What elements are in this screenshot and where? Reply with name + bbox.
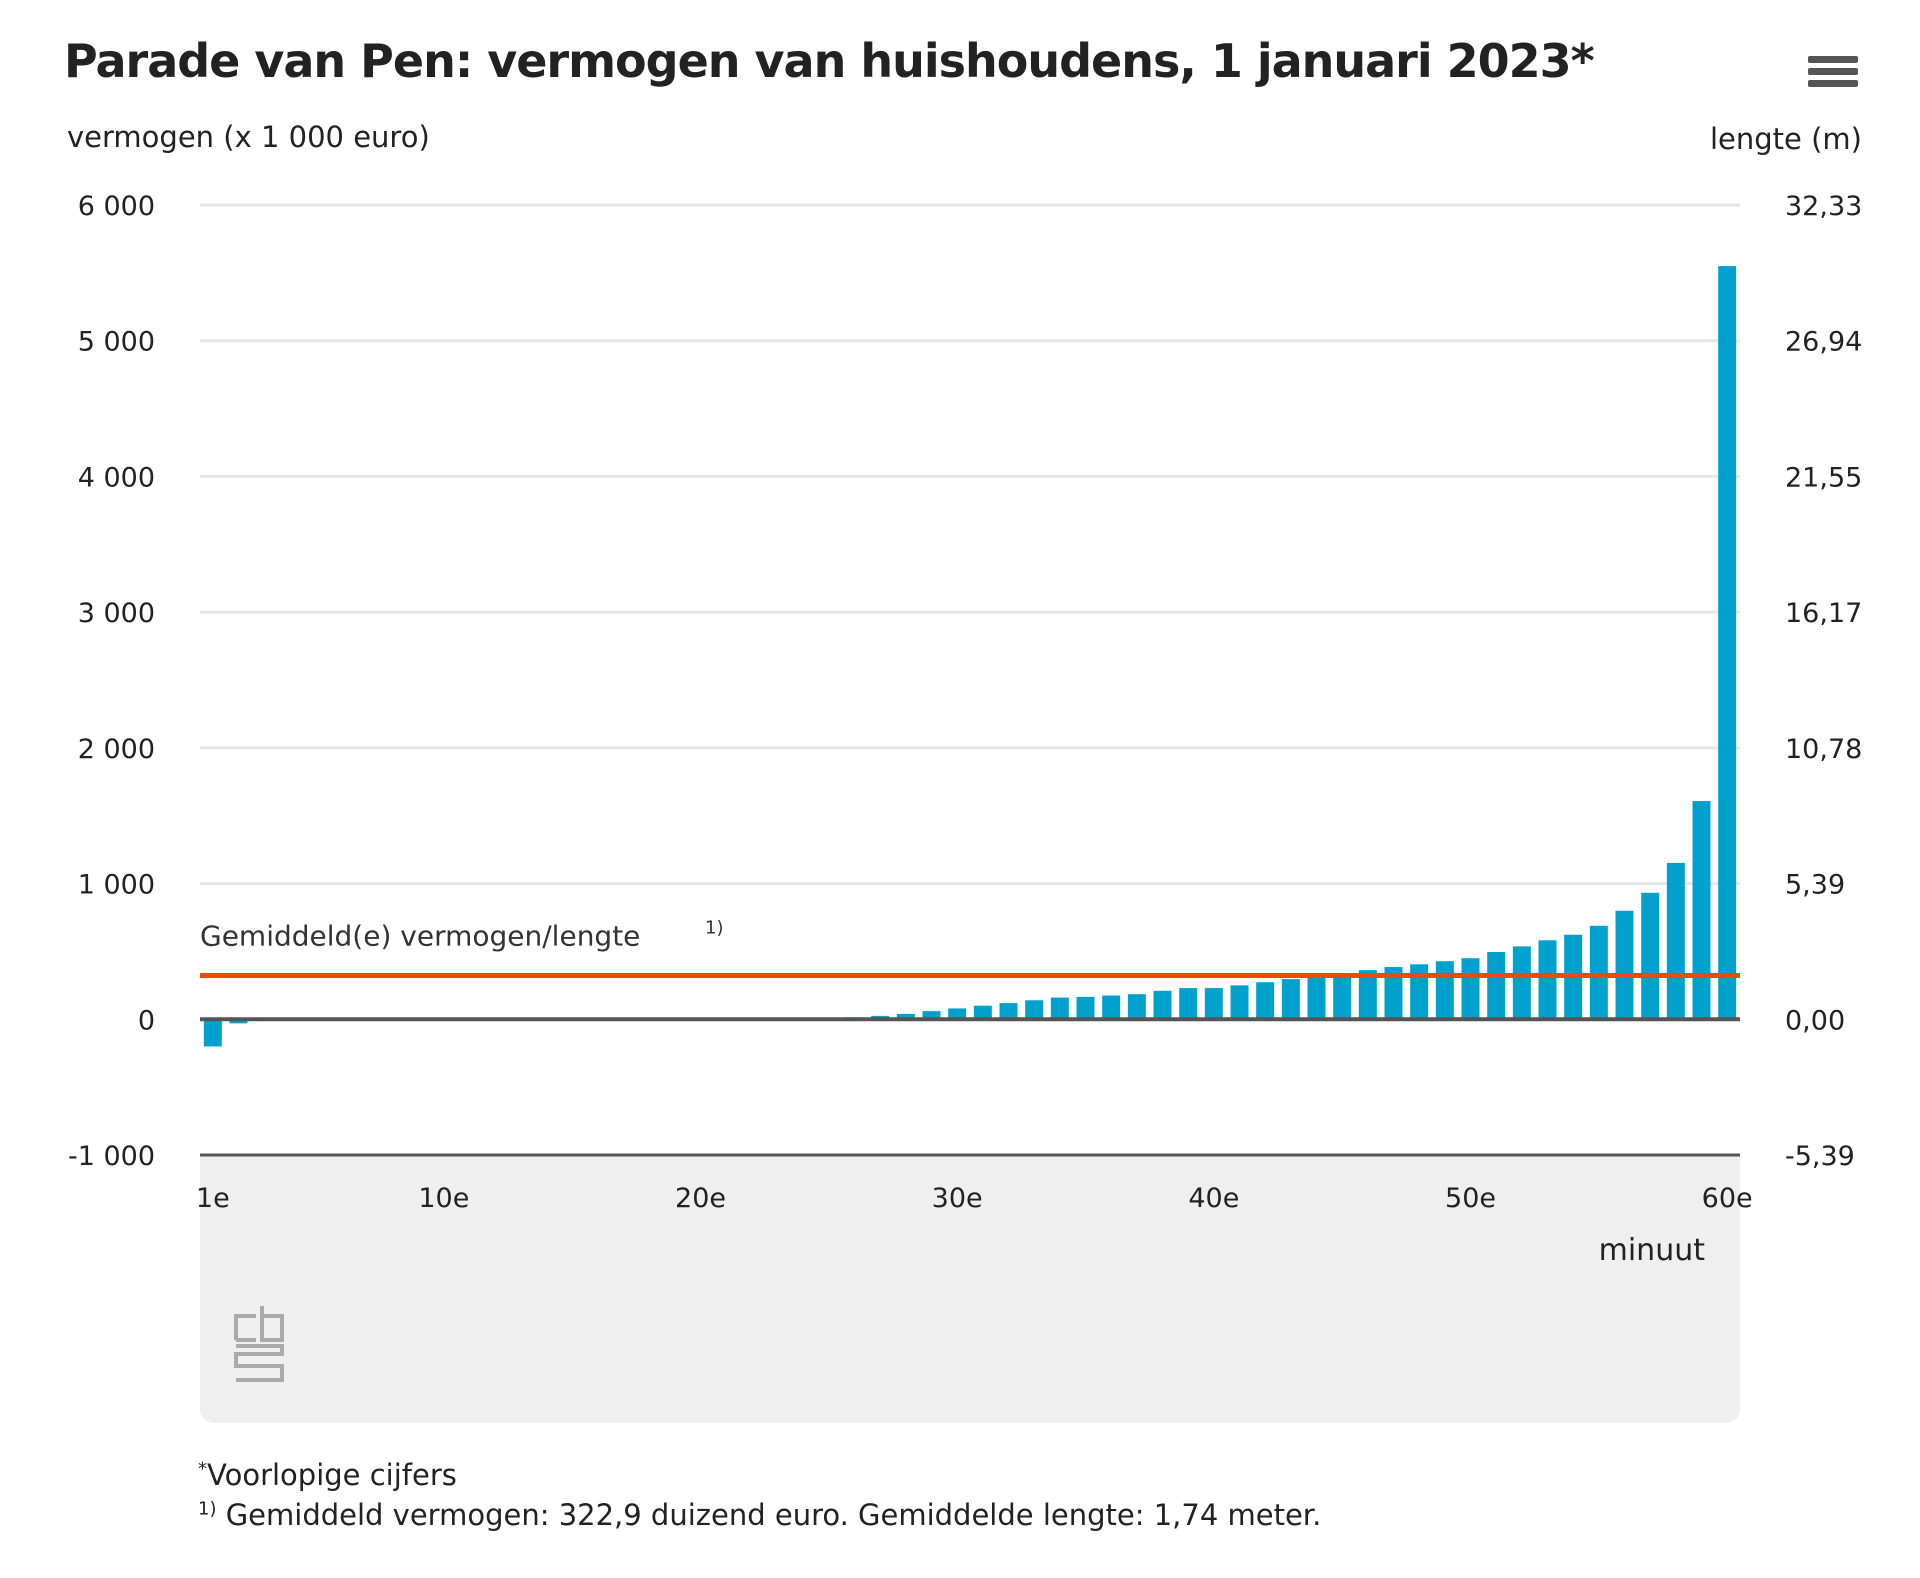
bar <box>1615 910 1634 1020</box>
average-line-footnote-marker: 1) <box>705 917 723 938</box>
x-axis-panel-top <box>200 1155 1740 1175</box>
bar <box>1358 970 1377 1020</box>
bar <box>1127 994 1146 1020</box>
bar <box>1281 979 1300 1020</box>
bar <box>1384 967 1403 1020</box>
y-tick-label: -1 000 <box>68 1141 155 1172</box>
cbs-logo-stroke <box>260 1306 284 1342</box>
bar <box>922 1011 941 1020</box>
bar <box>1512 946 1531 1020</box>
bar <box>1076 996 1095 1020</box>
y-tick-label-right: -5,39 <box>1785 1141 1855 1172</box>
x-tick-label: 10e <box>418 1183 469 1214</box>
x-tick-label: 60e <box>1702 1183 1753 1214</box>
x-tick-label: 50e <box>1445 1183 1496 1214</box>
y-tick-label: 5 000 <box>78 327 155 358</box>
bar <box>1718 266 1737 1020</box>
bar <box>203 1019 222 1047</box>
y-tick-label: 2 000 <box>78 734 155 765</box>
bar <box>1153 990 1172 1020</box>
bar <box>1307 975 1326 1020</box>
bar <box>948 1008 967 1020</box>
bar <box>1461 958 1480 1020</box>
x-tick-label: 20e <box>675 1183 726 1214</box>
y-tick-label-right: 0,00 <box>1785 1005 1845 1036</box>
footnote-marker: * <box>198 1458 207 1480</box>
cbs-logo-stroke <box>234 1314 256 1340</box>
bar <box>1435 961 1454 1020</box>
x-tick-label: 1e <box>196 1183 230 1214</box>
x-axis-label: minuut <box>1599 1233 1706 1268</box>
y-axis-label-left: vermogen (x 1 000 euro) <box>67 120 430 154</box>
footnote-text: Voorlopige cijfers <box>207 1458 457 1492</box>
bar <box>1692 801 1711 1020</box>
footnote-average: 1) Gemiddeld vermogen: 322,9 duizend eur… <box>198 1498 1321 1532</box>
bar <box>1204 988 1223 1020</box>
bar <box>973 1005 992 1020</box>
y-tick-label: 6 000 <box>78 191 155 222</box>
y-tick-label: 1 000 <box>78 870 155 901</box>
bar <box>229 1019 248 1024</box>
footnote-provisional: *Voorlopige cijfers <box>198 1458 457 1492</box>
cbs-logo-stroke <box>234 1344 284 1382</box>
bar <box>1641 892 1660 1020</box>
bar <box>1256 982 1275 1020</box>
x-tick-label: 40e <box>1188 1183 1239 1214</box>
hamburger-menu-icon[interactable] <box>1808 56 1858 94</box>
chart-title: Parade van Pen: vermogen van huishoudens… <box>64 34 1595 88</box>
bar <box>896 1013 915 1020</box>
footnote-marker: 1) <box>198 1498 217 1520</box>
y-tick-label-right: 21,55 <box>1785 462 1862 493</box>
cbs-logo <box>234 1306 284 1382</box>
y-tick-label: 4 000 <box>78 462 155 493</box>
bar <box>1487 951 1506 1020</box>
x-tick-label: 30e <box>932 1183 983 1214</box>
bar <box>1410 964 1429 1020</box>
bar <box>999 1003 1018 1020</box>
bar <box>1025 1000 1044 1020</box>
y-tick-label-right: 5,39 <box>1785 870 1845 901</box>
y-axis-label-right: lengte (m) <box>1710 122 1862 156</box>
bar <box>1230 985 1249 1020</box>
y-tick-label-right: 10,78 <box>1785 734 1862 765</box>
bar <box>1102 995 1121 1020</box>
bar <box>1589 925 1608 1020</box>
y-tick-label-right: 16,17 <box>1785 598 1862 629</box>
average-line-label: Gemiddeld(e) vermogen/lengte <box>200 919 640 952</box>
y-tick-label: 3 000 <box>78 598 155 629</box>
bar <box>1179 988 1198 1020</box>
bar <box>1050 997 1069 1020</box>
y-tick-label-right: 32,33 <box>1785 191 1862 222</box>
bar <box>1666 862 1685 1020</box>
y-tick-label: 0 <box>138 1005 155 1036</box>
y-tick-label-right: 26,94 <box>1785 327 1862 358</box>
bar <box>1538 940 1557 1020</box>
bar <box>1333 973 1352 1020</box>
x-axis-panel <box>200 1155 1740 1423</box>
footnote-text: Gemiddeld vermogen: 322,9 duizend euro. … <box>225 1498 1322 1532</box>
